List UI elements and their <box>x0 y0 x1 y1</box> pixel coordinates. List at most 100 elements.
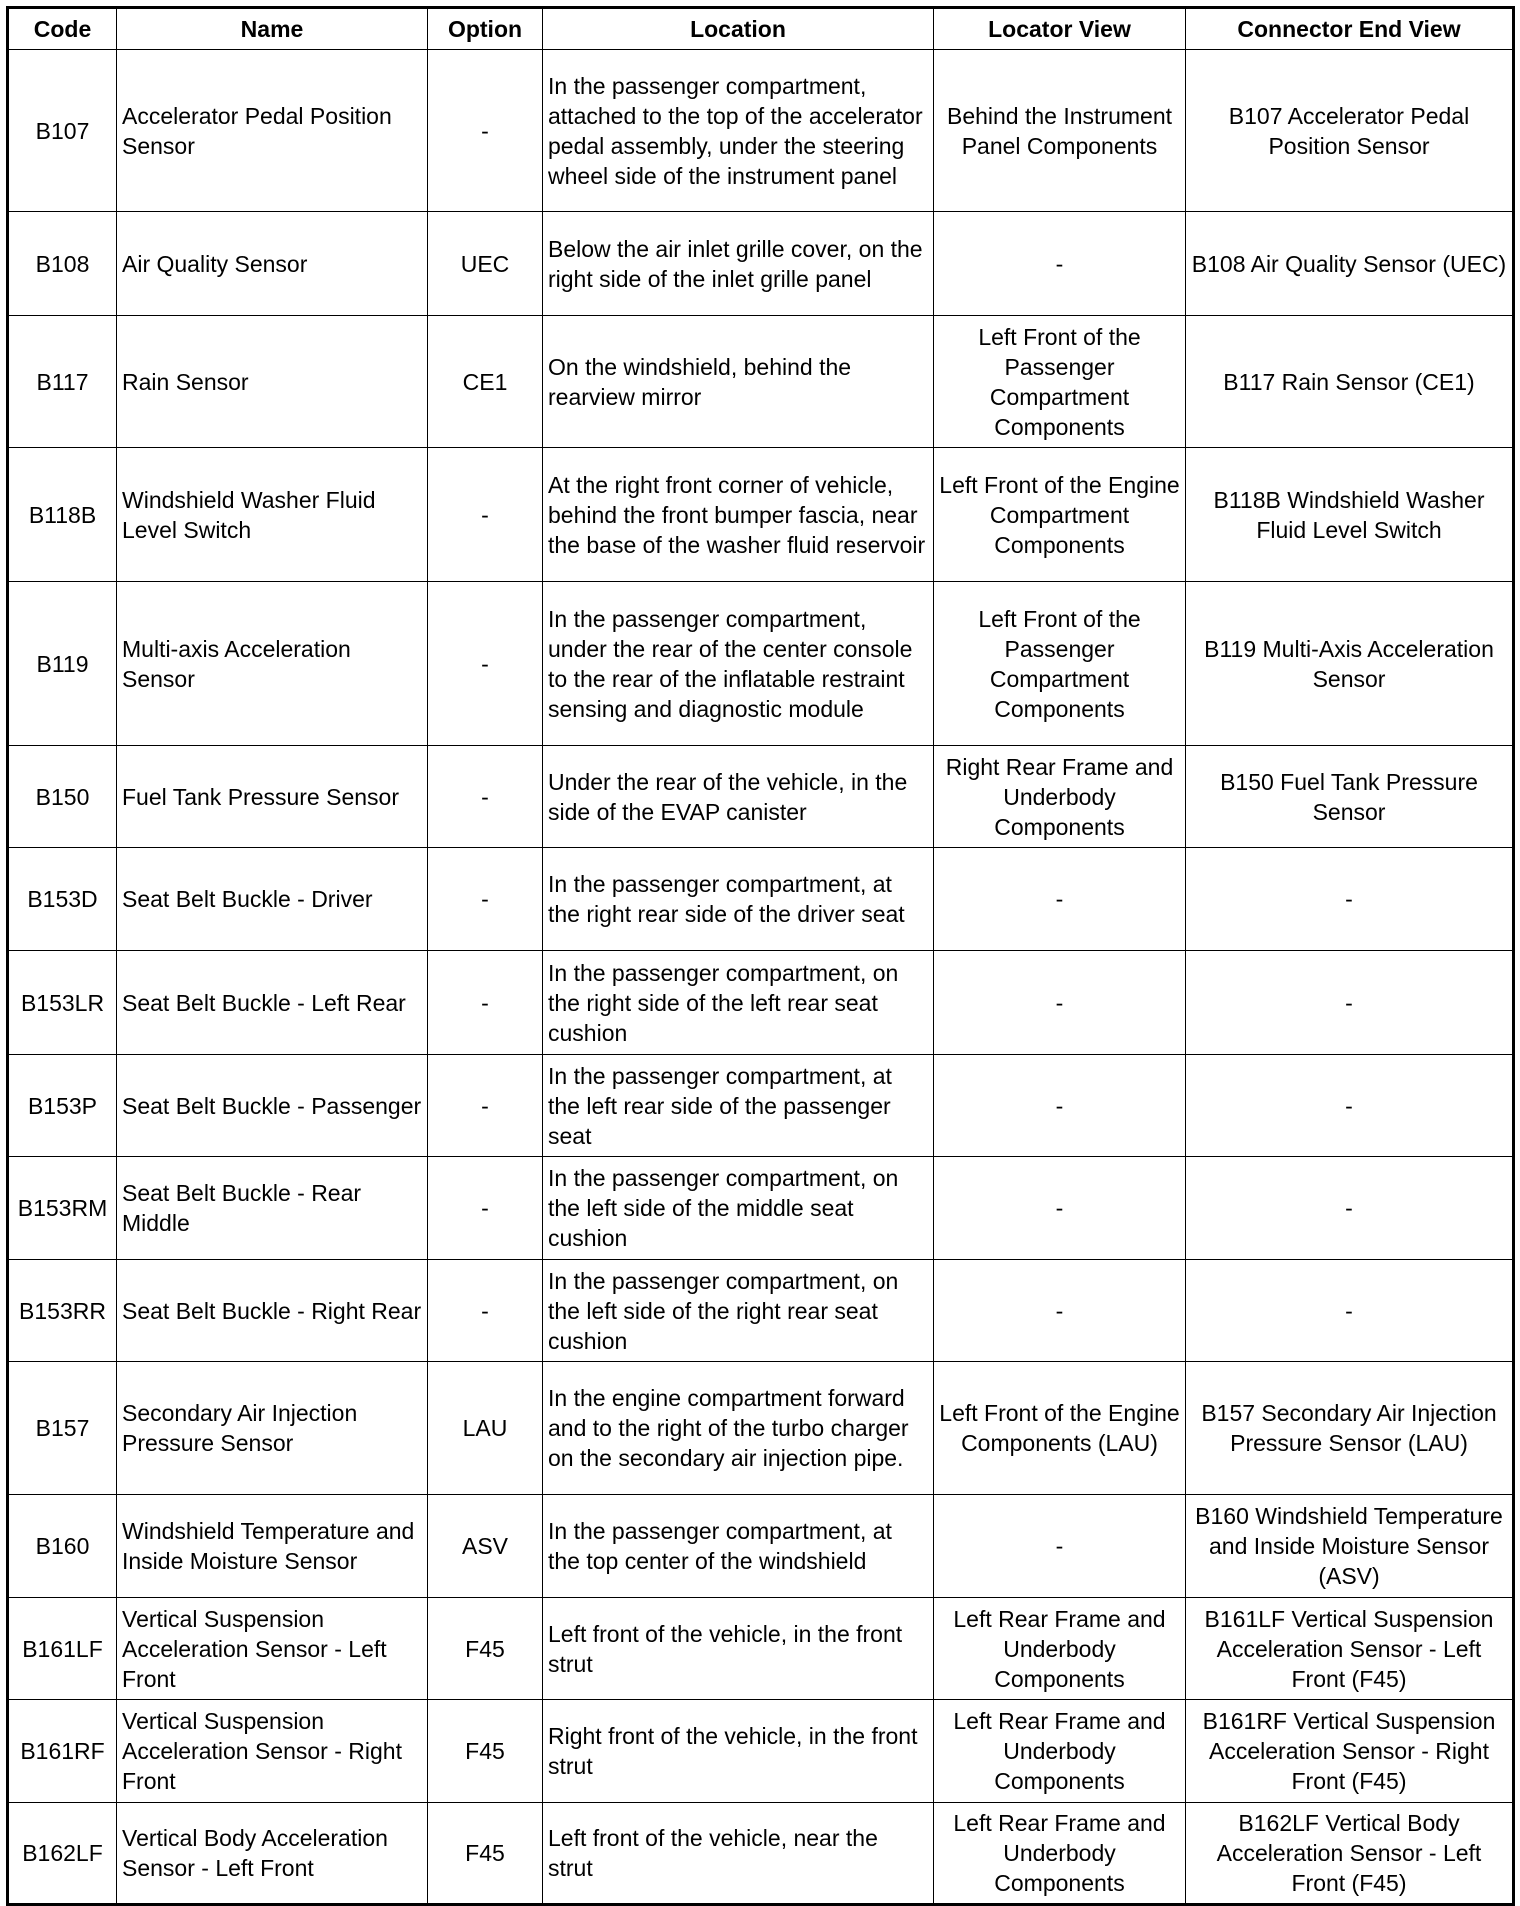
cell-location: On the windshield, behind the rearview m… <box>542 315 934 448</box>
cell-locator-view: Behind the Instrument Panel Components <box>933 49 1186 212</box>
table-row: B117 Rain Sensor CE1 On the windshield, beh… <box>7 315 1514 448</box>
header-option: Option <box>427 7 543 50</box>
cell-option: - <box>427 447 543 582</box>
table-row: B107 Accelerator Pedal Position Sensor - In… <box>7 49 1514 212</box>
table-row: B153RR Seat Belt Buckle - Right Rear - In t… <box>7 1259 1514 1362</box>
cell-name: Seat Belt Buckle - Right Rear <box>116 1259 428 1362</box>
cell-name: Vertical Suspension Acceleration Sensor … <box>116 1699 428 1803</box>
cell-connector-end-view: B161LF Vertical Suspension Acceleration … <box>1185 1597 1514 1700</box>
component-locator-table: Code Name Option Location Locator View Connec… <box>6 6 1515 1906</box>
cell-code: B160 <box>7 1494 117 1598</box>
table-row: B153RM Seat Belt Buckle - Rear Middle - In … <box>7 1156 1514 1260</box>
cell-name: Vertical Body Acceleration Sensor - Left… <box>116 1802 428 1905</box>
cell-locator-view: - <box>933 211 1186 316</box>
cell-option: CE1 <box>427 315 543 448</box>
header-connector-end-view: Connector End View <box>1185 7 1514 50</box>
cell-name: Seat Belt Buckle - Passenger <box>116 1054 428 1157</box>
cell-option: F45 <box>427 1699 543 1803</box>
cell-connector-end-view: B160 Windshield Temperature and Inside M… <box>1185 1494 1514 1598</box>
cell-name: Multi-axis Acceleration Sensor <box>116 581 428 746</box>
cell-name: Windshield Temperature and Inside Moistu… <box>116 1494 428 1598</box>
cell-connector-end-view: - <box>1185 950 1514 1055</box>
cell-name: Fuel Tank Pressure Sensor <box>116 745 428 848</box>
cell-connector-end-view: - <box>1185 1259 1514 1362</box>
cell-name: Vertical Suspension Acceleration Sensor … <box>116 1597 428 1700</box>
cell-option: - <box>427 847 543 951</box>
cell-code: B153P <box>7 1054 117 1157</box>
table-row: B161RF Vertical Suspension Acceleration S… <box>7 1699 1514 1803</box>
header-name: Name <box>116 7 428 50</box>
cell-connector-end-view: B107 Accelerator Pedal Position Sensor <box>1185 49 1514 212</box>
table-row: B153P Seat Belt Buckle - Passenger - In the… <box>7 1054 1514 1157</box>
cell-option: - <box>427 1156 543 1260</box>
cell-connector-end-view: B161RF Vertical Suspension Acceleration … <box>1185 1699 1514 1803</box>
header-code: Code <box>7 7 117 50</box>
cell-connector-end-view: - <box>1185 1156 1514 1260</box>
cell-locator-view: Right Rear Frame and Underbody Component… <box>933 745 1186 848</box>
cell-code: B161LF <box>7 1597 117 1700</box>
cell-code: B108 <box>7 211 117 316</box>
table-row: B118B Windshield Washer Fluid Level Switc… <box>7 447 1514 582</box>
cell-connector-end-view: - <box>1185 847 1514 951</box>
cell-code: B153RR <box>7 1259 117 1362</box>
cell-code: B161RF <box>7 1699 117 1803</box>
cell-connector-end-view: B157 Secondary Air Injection Pressure Se… <box>1185 1361 1514 1495</box>
cell-option: - <box>427 745 543 848</box>
table-row: B157 Secondary Air Injection Pressure Sen… <box>7 1361 1514 1495</box>
cell-code: B117 <box>7 315 117 448</box>
cell-option: ASV <box>427 1494 543 1598</box>
cell-name: Accelerator Pedal Position Sensor <box>116 49 428 212</box>
cell-name: Secondary Air Injection Pressure Sensor <box>116 1361 428 1495</box>
cell-location: In the passenger compartment, on the lef… <box>542 1259 934 1362</box>
cell-location: In the passenger compartment, on the rig… <box>542 950 934 1055</box>
cell-code: B153RM <box>7 1156 117 1260</box>
cell-connector-end-view: B162LF Vertical Body Acceleration Sensor… <box>1185 1802 1514 1905</box>
cell-name: Windshield Washer Fluid Level Switch <box>116 447 428 582</box>
cell-code: B162LF <box>7 1802 117 1905</box>
table-row: B162LF Vertical Body Acceleration Sensor … <box>7 1802 1514 1905</box>
cell-locator-view: Left Front of the Engine Components (LAU… <box>933 1361 1186 1495</box>
cell-location: In the passenger compartment, under the … <box>542 581 934 746</box>
cell-locator-view: Left Front of the Passenger Compartment … <box>933 315 1186 448</box>
header-location: Location <box>542 7 934 50</box>
cell-code: B107 <box>7 49 117 212</box>
cell-locator-view: - <box>933 1054 1186 1157</box>
cell-connector-end-view: B119 Multi-Axis Acceleration Sensor <box>1185 581 1514 746</box>
cell-location: Below the air inlet grille cover, on the… <box>542 211 934 316</box>
cell-location: Right front of the vehicle, in the front… <box>542 1699 934 1803</box>
cell-locator-view: Left Front of the Engine Compartment Com… <box>933 447 1186 582</box>
cell-locator-view: - <box>933 1494 1186 1598</box>
cell-location: Under the rear of the vehicle, in the si… <box>542 745 934 848</box>
cell-option: - <box>427 950 543 1055</box>
table-row: B150 Fuel Tank Pressure Sensor - Under the … <box>7 745 1514 848</box>
cell-connector-end-view: B108 Air Quality Sensor (UEC) <box>1185 211 1514 316</box>
cell-name: Seat Belt Buckle - Left Rear <box>116 950 428 1055</box>
cell-option: F45 <box>427 1802 543 1905</box>
table-row: B153D Seat Belt Buckle - Driver - In the pa… <box>7 847 1514 951</box>
cell-code: B157 <box>7 1361 117 1495</box>
table-row: B153LR Seat Belt Buckle - Left Rear - In th… <box>7 950 1514 1055</box>
cell-location: In the engine compartment forward and to… <box>542 1361 934 1495</box>
cell-connector-end-view: - <box>1185 1054 1514 1157</box>
cell-location: In the passenger compartment, at the rig… <box>542 847 934 951</box>
cell-option: UEC <box>427 211 543 316</box>
cell-option: - <box>427 49 543 212</box>
cell-code: B118B <box>7 447 117 582</box>
cell-connector-end-view: B117 Rain Sensor (CE1) <box>1185 315 1514 448</box>
cell-option: - <box>427 1259 543 1362</box>
cell-code: B153LR <box>7 950 117 1055</box>
cell-option: - <box>427 581 543 746</box>
cell-name: Air Quality Sensor <box>116 211 428 316</box>
cell-option: - <box>427 1054 543 1157</box>
cell-locator-view: - <box>933 847 1186 951</box>
table-row: B161LF Vertical Suspension Acceleration S… <box>7 1597 1514 1700</box>
cell-code: B153D <box>7 847 117 951</box>
cell-name: Seat Belt Buckle - Driver <box>116 847 428 951</box>
table-row: B160 Windshield Temperature and Inside Mo… <box>7 1494 1514 1598</box>
cell-locator-view: - <box>933 1259 1186 1362</box>
cell-location: Left front of the vehicle, near the stru… <box>542 1802 934 1905</box>
cell-location: At the right front corner of vehicle, be… <box>542 447 934 582</box>
cell-location: Left front of the vehicle, in the front … <box>542 1597 934 1700</box>
cell-locator-view: - <box>933 950 1186 1055</box>
cell-code: B119 <box>7 581 117 746</box>
